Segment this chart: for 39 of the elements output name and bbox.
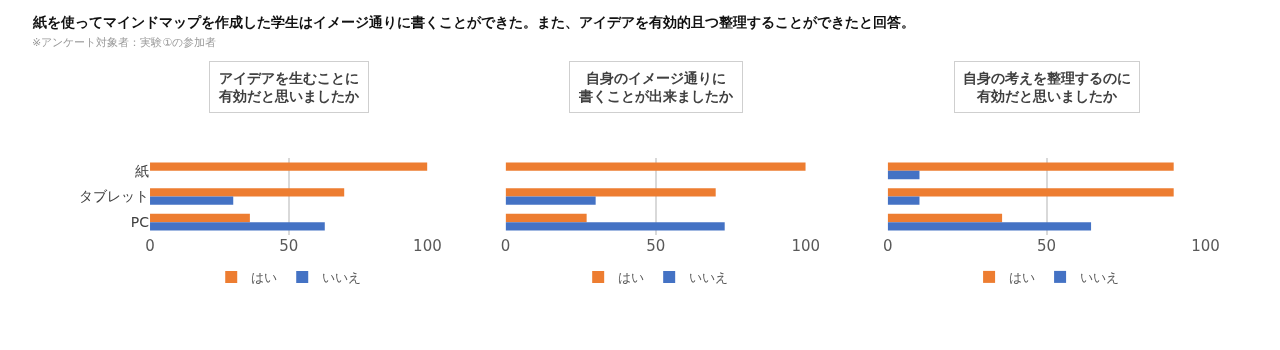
bar xyxy=(150,222,325,231)
x-tick-label: 50 xyxy=(1037,237,1057,255)
bar xyxy=(150,213,250,223)
bar xyxy=(505,162,806,171)
bar xyxy=(887,196,920,205)
y-tick-label: タブレット xyxy=(79,188,150,205)
x-tick-label: 0 xyxy=(145,237,155,255)
legend-label: はい xyxy=(251,269,278,285)
bar xyxy=(150,188,345,197)
text: 紙を使ってマインドマップを作成した学生はイメージ通りに書くことができた。また、アイデアを有効的且つ整理することができたと回答。 xyxy=(32,14,915,30)
text: ※アンケート対象者：実験①の参加者 xyxy=(32,36,217,49)
legend-label: はい xyxy=(618,269,645,285)
x-tick-label: 100 xyxy=(413,237,442,255)
bar xyxy=(887,213,1003,223)
legend-label: いいえ xyxy=(322,269,362,285)
bar xyxy=(505,222,725,231)
chart-title: 自身のイメージ通りに書くことが出来ましたか xyxy=(578,70,734,105)
x-tick-label: 100 xyxy=(791,237,821,255)
chart-title: 自身の考えを整理するのに有効だと思いましたか xyxy=(963,70,1131,105)
bar xyxy=(150,196,234,205)
y-tick-label: PC xyxy=(130,214,150,231)
bar xyxy=(505,196,596,205)
x-tick-label: 100 xyxy=(1191,237,1220,255)
x-tick-label: 50 xyxy=(279,237,299,255)
bar xyxy=(887,170,920,180)
bar xyxy=(505,188,716,197)
x-tick-label: 0 xyxy=(500,237,511,255)
legend-label: いいえ xyxy=(1080,269,1120,285)
bar xyxy=(505,213,587,223)
bar xyxy=(887,162,1174,171)
y-tick-label: 紙 xyxy=(135,162,150,179)
x-tick-label: 50 xyxy=(646,237,666,255)
legend-label: はい xyxy=(1009,269,1036,285)
legend-label: いいえ xyxy=(689,269,729,285)
bar xyxy=(150,162,428,171)
bar xyxy=(887,222,1092,231)
bar xyxy=(887,188,1174,197)
x-tick-label: 0 xyxy=(882,237,893,255)
chart-title: アイデアを生むことに有効だと思いましたか xyxy=(218,70,360,105)
